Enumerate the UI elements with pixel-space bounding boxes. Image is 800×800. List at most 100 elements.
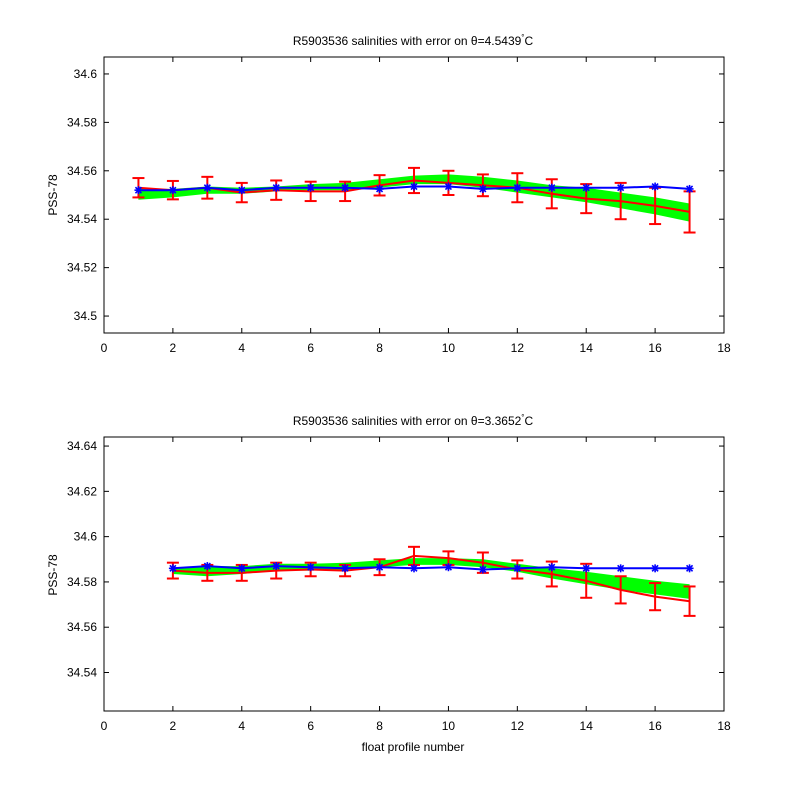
bottom-chart-original-point [547,563,556,572]
top-chart-marker-d2 [238,186,246,194]
top-chart-original-point [582,183,591,192]
bottom-chart-xtick-label: 8 [376,719,383,733]
bottom-chart-title: R5903536 salinities with error on θ=3.36… [293,413,534,428]
top-chart-xtick-label: 4 [238,341,245,355]
bottom-chart-axes-box [103,436,725,712]
bottom-chart-xtick-label: 6 [307,719,314,733]
top-chart-axes-box [103,56,725,334]
bottom-chart-marker-d2 [375,563,384,571]
bottom-chart-ytick-label: 34.56 [67,620,97,634]
top-chart-ytick-label: 34.56 [67,164,97,178]
top-chart-original-point [341,183,350,192]
bottom-chart-marker-d2 [651,564,659,572]
top-chart-original-point [237,186,246,195]
top-chart-marker-d2 [617,184,625,192]
top-chart-original-point [272,183,281,192]
top-chart-marker-d2 [513,184,521,192]
bottom-chart-ytick-label: 34.64 [67,439,97,453]
bottom-chart-original-point [272,562,281,571]
top-chart-marker-d2 [134,186,143,194]
bottom-chart-original-point [237,564,246,573]
top-chart-xtick-label: 2 [170,341,177,355]
top-chart-ytick-label: 34.52 [67,261,97,275]
top-chart-panel: R5903536 salinities with error on θ=4.54… [46,33,731,355]
bottom-chart-panel: R5903536 salinities with error on θ=3.36… [46,413,731,754]
bottom-chart-ytick-label: 34.6 [74,530,98,544]
bottom-chart-original-point [616,564,625,573]
top-chart-original-point [651,182,660,191]
top-chart-marker-d2 [582,184,590,192]
bottom-chart-xtick-label: 0 [101,719,108,733]
top-chart-xtick-label: 16 [648,341,662,355]
top-chart-marker-d2 [272,184,280,192]
top-chart-title: R5903536 salinities with error on θ=4.54… [293,33,534,48]
top-chart-original-point [375,184,384,193]
top-chart-original-point [203,183,212,192]
bottom-chart-marker-d2 [169,564,177,572]
bottom-chart-marker-d2 [548,563,556,571]
top-chart-original-point [444,182,453,191]
top-chart-ytick-label: 34.58 [67,115,97,129]
top-chart-marker-d2 [169,186,177,194]
bottom-chart-original-point [306,563,315,572]
bottom-chart-marker-d2 [513,564,521,572]
top-chart-original-point [306,183,315,192]
bottom-chart-original-point [582,564,591,573]
bottom-chart-marker-d2 [272,562,280,570]
bottom-chart-marker-d2 [582,564,590,572]
bottom-chart-original-point [203,562,212,571]
bottom-chart-marker-d2 [617,564,625,572]
top-chart-original-point [168,186,177,195]
top-chart-plot-area: 0 2 4 6 8 10 12 14 16 18 34.5 34.52 34.54 34.56 34.58 3… [67,56,731,355]
top-chart-marker-d2 [307,184,315,192]
bottom-chart-ytick-label: 34.58 [67,575,97,589]
top-chart-original-point [547,183,556,192]
bottom-chart-original-point [341,564,350,573]
top-chart-original-point [616,183,625,192]
bottom-chart-xtick-label: 14 [580,719,594,733]
bottom-chart-original-point [410,564,418,573]
top-chart-xtick-label: 18 [717,341,731,355]
bottom-chart-original-point [685,564,694,573]
bottom-chart-xtick-label: 2 [170,719,177,733]
top-chart-original-point [410,182,418,191]
top-chart-original-point [513,183,522,192]
top-chart-marker-d2 [375,185,384,193]
bottom-chart-xtick-label: 12 [511,719,525,733]
top-chart-calibrated-line [138,179,690,213]
bottom-chart-ylabel: PSS-78 [46,554,60,596]
top-chart-original-point [134,186,143,195]
top-chart-ytick-label: 34.54 [67,212,97,226]
bottom-chart-original-point [651,564,660,573]
bottom-chart-marker-d2 [238,564,246,572]
top-chart-original-point [478,184,487,193]
bottom-chart-marker-d2 [307,563,315,571]
bottom-chart-plot-area: 0 2 4 6 8 10 12 14 16 18 34.54 34.56 34.58 34.6 34.62 3… [67,436,731,733]
bottom-chart-original-point [444,563,453,572]
bottom-chart-ytick-label: 34.54 [67,666,97,680]
bottom-chart-xtick-label: 10 [442,719,456,733]
top-chart-original-point [685,184,694,193]
top-chart-marker-d2 [685,185,694,193]
top-chart-marker-d2 [479,185,487,193]
bottom-chart-original-point [513,564,522,573]
top-chart-xtick-label: 6 [307,341,314,355]
bottom-chart-calibrated-line [172,554,690,603]
bottom-chart-marker-d2 [410,564,418,572]
bottom-chart-marker-d2 [685,564,694,572]
bottom-chart-original-line [172,565,690,571]
top-chart-xtick-label: 8 [376,341,383,355]
bottom-chart-xtick-label: 4 [238,719,245,733]
top-chart-marker-d2 [341,184,349,192]
bottom-chart-marker-d2 [341,564,349,572]
bottom-chart-ytick-label: 34.62 [67,484,97,498]
top-chart-ylabel: PSS-78 [46,174,60,216]
bottom-chart-marker-d2 [203,562,211,570]
bottom-chart-marker-d2 [479,565,487,574]
top-chart-ytick-label: 34.5 [74,309,98,323]
top-chart-xtick-label: 12 [511,341,525,355]
bottom-chart-xlabel: float profile number [362,740,465,754]
bottom-chart-original-point [478,565,487,574]
